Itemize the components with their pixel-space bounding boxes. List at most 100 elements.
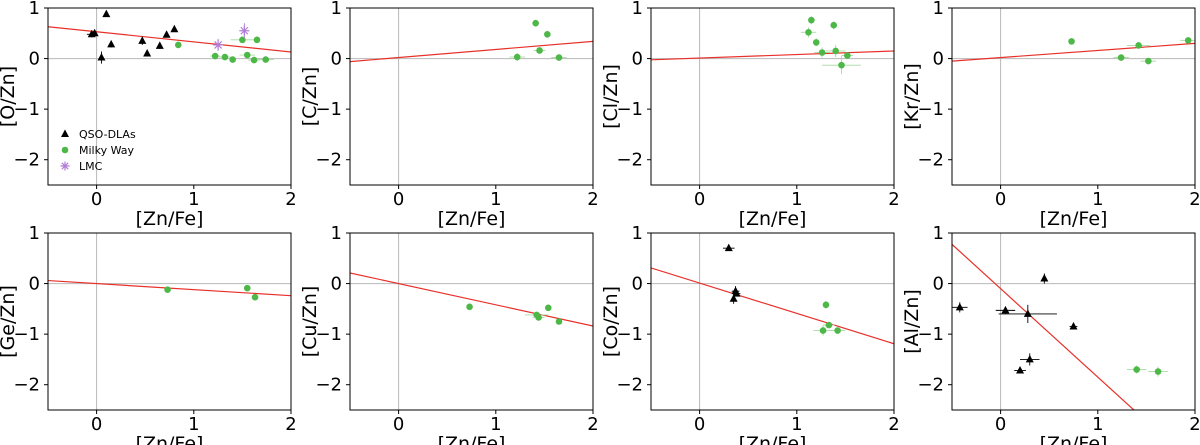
data-point <box>229 56 236 63</box>
data-point <box>466 303 473 311</box>
data-point <box>1113 54 1129 61</box>
y-tick-label: −1 <box>917 324 944 345</box>
y-tick-label: 1 <box>632 223 643 244</box>
y-tick-label: 0 <box>29 49 40 70</box>
circle-marker <box>1154 368 1162 375</box>
triangle-marker <box>724 243 733 252</box>
circle-marker <box>253 36 261 44</box>
y-tick-label: −2 <box>13 150 40 171</box>
data-point <box>532 19 539 27</box>
data-point <box>143 49 152 57</box>
data-point <box>1126 365 1147 374</box>
circle-marker <box>164 286 171 293</box>
y-axis-label: [O/Zn] <box>0 66 19 127</box>
circle-marker <box>251 293 259 301</box>
plot-area <box>952 233 1195 410</box>
data-point <box>812 38 820 47</box>
circle-marker <box>211 52 219 60</box>
x-tick-label: 2 <box>888 189 899 210</box>
triangle-marker <box>97 53 106 61</box>
data-point <box>829 327 846 334</box>
circle-marker <box>61 146 69 154</box>
star-marker <box>60 161 70 171</box>
data-point <box>257 56 274 63</box>
fit-line <box>651 267 894 345</box>
triangle-marker <box>955 302 964 311</box>
data-point <box>544 304 552 312</box>
circle-marker <box>1133 366 1140 373</box>
x-tick-label: 1 <box>490 414 501 435</box>
x-axis-label: [Zn/Fe] <box>1040 208 1108 230</box>
x-axis-label: [Zn/Fe] <box>136 208 204 230</box>
data-point <box>995 305 1016 314</box>
x-tick-label: 2 <box>285 414 296 435</box>
y-tick-label: 1 <box>632 0 643 19</box>
data-point <box>825 44 846 58</box>
plot-area <box>651 233 894 410</box>
triangle-marker <box>1016 366 1025 374</box>
data-point <box>551 54 567 61</box>
plot-area <box>350 233 593 410</box>
data-point <box>800 27 817 38</box>
x-tick-label: 1 <box>1092 189 1103 210</box>
x-tick-label: 1 <box>791 414 802 435</box>
circle-marker <box>1184 37 1192 44</box>
circle-marker <box>250 56 258 64</box>
panel-5: 0 1 2 1 0 −1 −2 [Zn/Fe] [Ge/Zn] <box>0 223 297 445</box>
data-point <box>1069 322 1078 330</box>
data-point <box>253 36 261 44</box>
data-point <box>213 38 224 51</box>
panel-6: 0 1 2 1 0 −1 −2 [Zn/Fe] [Cu/Zn] <box>299 223 599 445</box>
axes-frame <box>650 232 895 411</box>
circle-marker <box>830 21 838 29</box>
data-point <box>830 21 838 30</box>
data-point <box>808 16 815 25</box>
circle-marker <box>1117 54 1125 61</box>
data-point <box>841 52 854 59</box>
triangle-marker <box>138 36 147 44</box>
circle-marker <box>555 54 563 61</box>
data-point <box>822 56 861 75</box>
data-point <box>170 24 179 33</box>
circle-marker <box>832 47 839 55</box>
circle-marker <box>229 56 236 63</box>
y-tick-label: −1 <box>13 99 40 120</box>
triangle-marker <box>732 289 741 297</box>
circle-marker <box>466 303 473 311</box>
x-tick-label: 1 <box>791 189 802 210</box>
circle-marker <box>262 56 270 63</box>
data-point <box>162 30 171 38</box>
axes-frame <box>951 232 1196 411</box>
y-tick-label: 1 <box>29 223 40 244</box>
axes-frame <box>47 232 292 411</box>
data-point <box>544 30 551 38</box>
y-axis-label: [Cl/Zn] <box>600 64 622 129</box>
plot-area <box>651 8 894 185</box>
data-point <box>732 289 741 297</box>
data-point <box>1040 273 1049 284</box>
circle-marker <box>1068 38 1075 45</box>
circle-marker <box>243 284 251 292</box>
triangle-marker <box>102 9 111 18</box>
data-point <box>174 41 182 49</box>
legend: QSO-DLAs Milky Way LMC <box>60 128 136 173</box>
triangle-marker <box>155 41 164 49</box>
y-tick-label: −2 <box>315 150 342 171</box>
circle-marker <box>221 53 229 61</box>
x-tick-label: 1 <box>188 189 199 210</box>
data-point <box>722 243 735 252</box>
circle-marker <box>825 321 833 329</box>
legend-entry: LMC <box>60 160 103 173</box>
legend-label: Milky Way <box>79 144 135 157</box>
data-point <box>239 23 250 39</box>
y-axis-label: [Ge/Zn] <box>0 285 19 358</box>
data-point <box>509 53 525 62</box>
fit-line <box>350 40 593 63</box>
y-tick-label: −2 <box>917 150 944 171</box>
triangle-marker <box>170 24 179 33</box>
data-point <box>1180 37 1195 44</box>
circle-marker <box>834 327 841 334</box>
y-tick-label: −2 <box>13 375 40 396</box>
data-point <box>239 51 256 59</box>
panel-4: 0 1 2 1 0 −1 −2 [Zn/Fe] [Kr/Zn] <box>901 0 1200 230</box>
